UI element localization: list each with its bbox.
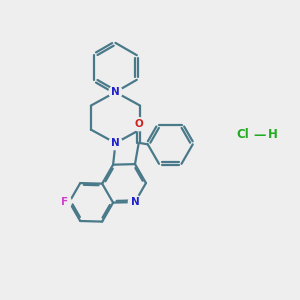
Circle shape (58, 195, 71, 208)
Text: N: N (130, 197, 140, 207)
Text: H: H (268, 128, 278, 142)
Text: O: O (134, 119, 143, 129)
Circle shape (109, 136, 122, 150)
Circle shape (109, 85, 122, 99)
Text: F: F (61, 197, 68, 207)
Circle shape (132, 118, 146, 131)
Text: N: N (111, 138, 120, 148)
Text: —: — (253, 128, 266, 142)
Circle shape (128, 195, 142, 208)
Text: Cl: Cl (237, 128, 249, 142)
Text: N: N (111, 87, 120, 97)
